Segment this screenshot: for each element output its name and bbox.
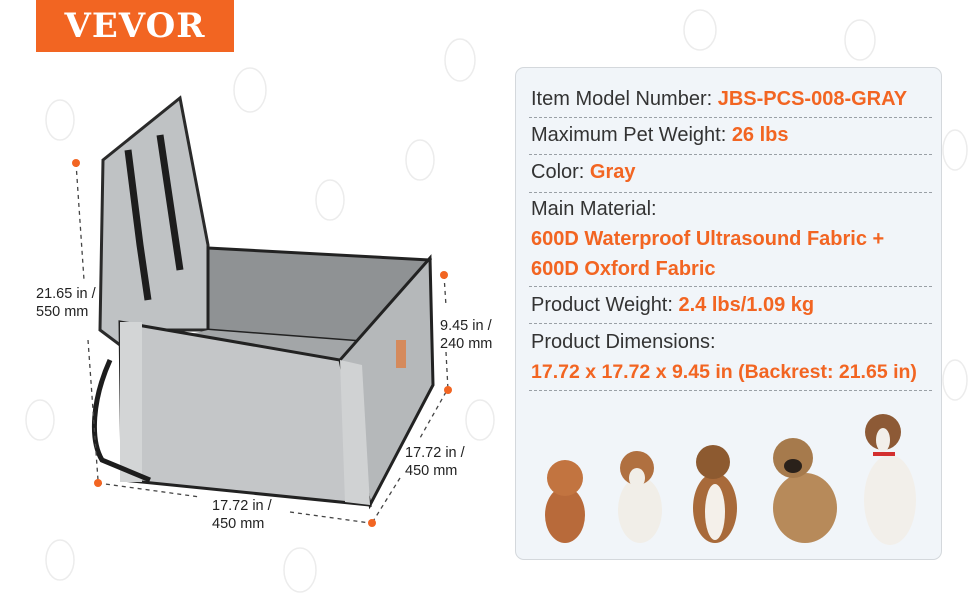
spec-label: Main Material: bbox=[531, 198, 657, 220]
width-mm: 450 mm bbox=[212, 516, 265, 532]
width-dimension-label: 17.72 in / 450 mm bbox=[212, 497, 272, 533]
divider bbox=[529, 192, 932, 193]
spec-model: Item Model Number: JBS-PCS-008-GRAY bbox=[531, 88, 931, 111]
spec-label: Maximum Pet Weight: bbox=[531, 124, 732, 146]
spec-label: Product Dimensions: bbox=[531, 331, 716, 353]
dog-poodle bbox=[545, 460, 585, 543]
car-seat-product-image bbox=[72, 95, 452, 527]
spec-material-value-1: 600D Waterproof Ultrasound Fabric + bbox=[531, 228, 885, 250]
width-inches: 17.72 in / bbox=[212, 498, 272, 514]
vevor-logo: VEVOR bbox=[36, 0, 234, 52]
divider bbox=[529, 117, 932, 118]
dogs-image bbox=[545, 414, 916, 545]
spec-material: Main Material: bbox=[531, 198, 931, 221]
spec-value: 2.4 lbs/1.09 kg bbox=[678, 294, 815, 316]
dog-french-bulldog bbox=[773, 438, 837, 543]
brand-tag bbox=[396, 340, 406, 368]
spec-color: Color: Gray bbox=[531, 161, 931, 184]
spec-label: Color: bbox=[531, 161, 590, 183]
spec-material-value-2: 600D Oxford Fabric bbox=[531, 258, 716, 280]
spec-dimensions-value: 17.72 x 17.72 x 9.45 in (Backrest: 21.65… bbox=[531, 361, 917, 383]
depth-mm: 450 mm bbox=[405, 463, 458, 479]
divider bbox=[529, 286, 932, 287]
spec-value: Gray bbox=[589, 161, 636, 183]
divider bbox=[529, 154, 932, 155]
height-dimension-label: 9.45 in / 240 mm bbox=[440, 317, 492, 353]
spec-value: JBS-PCS-008-GRAY bbox=[717, 88, 908, 110]
dog-beagle bbox=[693, 445, 737, 543]
spec-product-weight: Product Weight: 2.4 lbs/1.09 kg bbox=[531, 294, 931, 317]
dog-pitbull bbox=[864, 414, 916, 545]
spec-dimensions: Product Dimensions: bbox=[531, 331, 931, 354]
depth-dimension-label: 17.72 in / 450 mm bbox=[405, 444, 465, 480]
backrest-mm: 550 mm bbox=[36, 304, 89, 320]
spec-label: Item Model Number: bbox=[531, 88, 718, 110]
backrest-dimension-label: 21.65 in / 550 mm bbox=[36, 285, 96, 321]
height-inches: 9.45 in / bbox=[440, 318, 492, 334]
depth-inches: 17.72 in / bbox=[405, 445, 465, 461]
spec-label: Product Weight: bbox=[531, 294, 679, 316]
height-mm: 240 mm bbox=[440, 336, 493, 352]
logo-text: VEVOR bbox=[64, 6, 206, 46]
backrest-inches: 21.65 in / bbox=[36, 286, 96, 302]
divider bbox=[529, 390, 932, 391]
spec-max-weight: Maximum Pet Weight: 26 lbs bbox=[531, 124, 931, 147]
spec-value: 26 lbs bbox=[731, 124, 789, 146]
dog-jack-russell bbox=[618, 451, 662, 543]
divider bbox=[529, 323, 932, 324]
